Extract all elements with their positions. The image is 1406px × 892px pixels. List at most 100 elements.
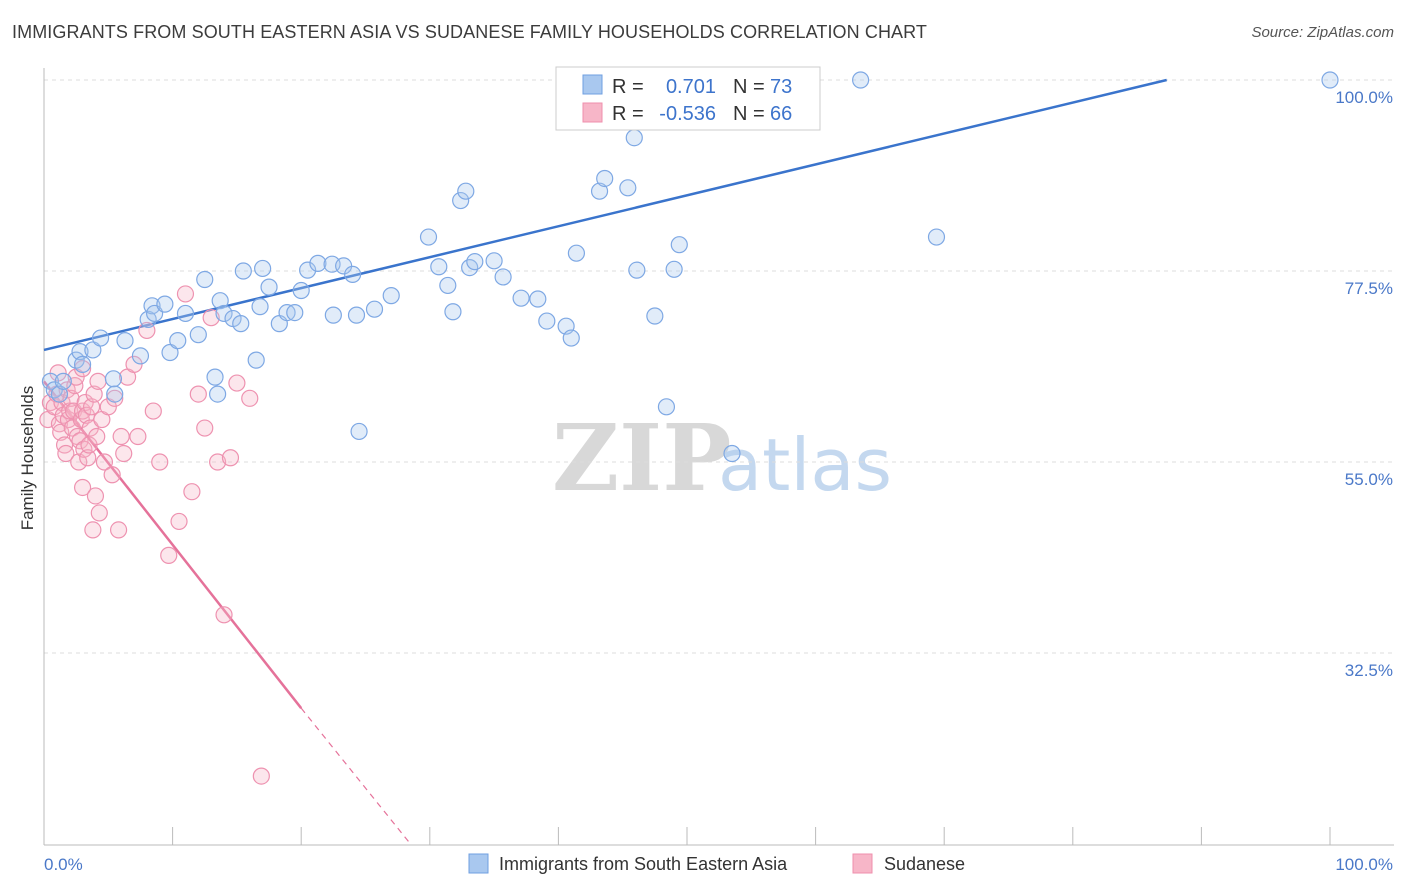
sea-point [344,265,362,283]
sea-point [251,298,269,316]
sea-point [619,179,637,197]
sudanese-point [129,427,147,446]
sea-point [665,260,683,278]
sudanese-point [57,444,75,463]
sea-point [41,372,60,390]
sea-point [169,332,187,350]
sea-point [309,254,327,272]
sea-trendline [43,78,1167,352]
grid-lines [44,79,1394,654]
bottom-legend-swatch-sea [468,853,489,874]
sea-point [254,259,272,278]
sea-point [215,304,233,323]
sea-point [347,306,366,324]
sea-point [73,355,92,373]
sea-point [196,270,214,289]
legend-r-label: R = [612,76,644,98]
sea-point [131,347,150,365]
sudanese-point [241,389,259,407]
sudanese-point [81,419,99,437]
x-tick-labels: 0.0% 100.0% [44,855,1393,874]
legend-swatch-sea [582,74,603,95]
y-tick-label-3: 32.5% [1345,661,1393,680]
sudanese-point [95,453,114,471]
sea-point [562,329,580,347]
series-legend: Immigrants from South Eastern Asia Sudan… [468,853,965,874]
sudanese-point [73,478,92,497]
sea-point [430,258,448,276]
legend-n-value-sea: 73 [770,76,792,98]
axis-ticks [43,827,1331,845]
sudanese-point [79,449,97,467]
sea-point [512,289,530,307]
x-tick-label-0: 0.0% [44,855,83,874]
sea-point [50,385,69,403]
sudanese-point [88,427,106,446]
legend-r-label: R = [612,103,644,125]
sea-point [104,370,123,388]
y-tick-label-0: 100.0% [1335,88,1393,107]
sea-point [852,71,870,89]
sea-point [234,262,252,280]
sea-point [84,341,102,359]
legend-swatch-sudanese [582,102,603,123]
sudanese-point [176,285,195,303]
legend-r-value-sudanese: -0.536 [659,103,716,125]
sea-point [670,236,688,254]
y-tick-label-1: 77.5% [1345,279,1393,298]
sea-point [494,268,512,286]
sudanese-point [106,389,124,407]
sea-point [567,244,586,262]
bottom-legend-swatch-sudanese [852,853,873,874]
sea-point [286,303,304,322]
sea-point [927,228,946,246]
sudanese-point [252,767,270,785]
sea-point [590,182,609,200]
sudanese-point [85,385,103,403]
sudanese-point [73,360,92,378]
sudanese-point [70,453,88,471]
sea-point [106,385,124,403]
sea-point [116,332,134,350]
y-tick-label-2: 55.0% [1345,470,1393,489]
legend-n-label: N = [733,76,765,98]
legend-n-label: N = [733,103,765,125]
watermark-atlas: atlas [718,423,892,507]
sea-point [382,287,400,305]
sea-point [625,129,643,147]
sudanese-point [228,374,246,392]
sudanese-point [103,466,121,484]
sea-point [538,312,556,330]
sudanese-point [151,453,169,471]
sea-point [657,398,676,416]
sudanese-point [209,453,227,471]
sudanese-point [189,385,207,403]
sudanese-point [109,521,128,539]
sudanese-point [183,483,201,501]
sea-point [232,315,250,333]
source-label: Source: ZipAtlas.com [1251,24,1394,41]
sudanese-point [90,504,108,522]
sea-point [139,310,157,328]
sudanese-point [170,512,188,531]
sea-point [444,303,462,321]
sea-point [211,292,229,310]
sea-point [350,422,368,441]
sea-point [466,253,484,271]
bottom-legend-label-sudanese: Sudanese [884,854,965,874]
bottom-legend-label-sea: Immigrants from South Eastern Asia [499,854,788,874]
sea-point [299,261,317,279]
y-tick-labels: 100.0% 77.5% 55.0% 32.5% [1335,88,1393,680]
sudanese-point [144,402,162,420]
sudanese-point [160,546,178,564]
sudanese-point [86,487,105,505]
sea-point [189,326,207,344]
sudanese-point [84,521,102,539]
sea-point [206,368,224,386]
sea-point [529,290,547,308]
sea-point [209,385,227,403]
sea-point [596,169,614,188]
sudanese-point [61,402,79,420]
sea-point [260,278,278,296]
sea-point [1321,71,1339,89]
